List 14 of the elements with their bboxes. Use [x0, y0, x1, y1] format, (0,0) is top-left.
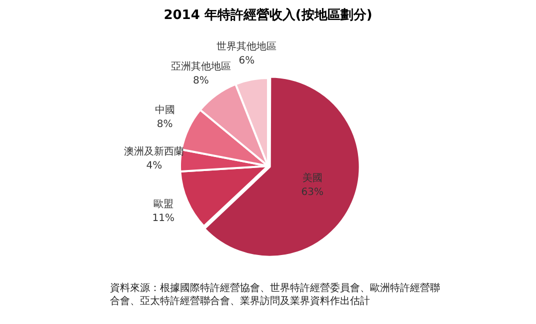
- source-note: 資料來源：根據國際特許經營協會、世界特許經營委員會、歐洲特許經營聯合會、亞太特許經營聯合會、業界訪問及業界資料作出估計: [110, 282, 440, 308]
- slice-label: 澳洲及新西蘭: [124, 145, 184, 158]
- data-label: 8%: [156, 119, 173, 130]
- slice-label: 歐盟: [153, 198, 174, 210]
- slice-label: 世界其他地區: [216, 40, 277, 53]
- data-label: 8%: [193, 75, 209, 86]
- data-label: 63%: [301, 186, 324, 198]
- slice-label: 中國: [154, 104, 175, 116]
- data-label: 4%: [146, 160, 162, 172]
- slice-label: 亞洲其他地區: [170, 60, 231, 72]
- data-label: 6%: [238, 56, 255, 67]
- slice-label: 美國: [302, 172, 322, 184]
- chart-title: 2014 年特許經營收入(按地區劃分): [162, 6, 374, 25]
- data-label: 11%: [152, 212, 174, 224]
